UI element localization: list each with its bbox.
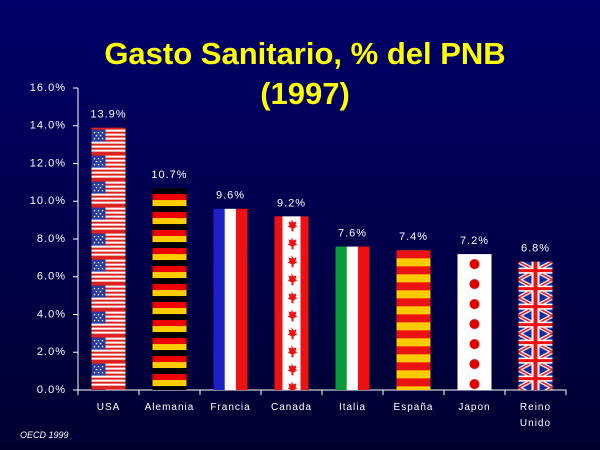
- y-tick-label: 10.0%: [30, 195, 66, 207]
- value-label: 10.7%: [151, 169, 187, 181]
- bar: [91, 127, 126, 390]
- x-tick-label: Francia: [210, 402, 251, 413]
- y-tick-label: 6.0%: [37, 271, 66, 283]
- bar: [396, 250, 431, 390]
- value-label: 6.8%: [521, 243, 550, 255]
- y-tick-label: 0.0%: [37, 384, 66, 396]
- y-tick-label: 4.0%: [37, 308, 66, 320]
- y-tick-label: 2.0%: [37, 346, 66, 358]
- y-tick-label: 14.0%: [30, 120, 66, 132]
- x-tick-label: USA: [96, 402, 121, 413]
- x-tick-label: Canada: [270, 402, 313, 413]
- x-tick-label: Alemania: [144, 402, 195, 413]
- value-label: 7.6%: [338, 227, 367, 239]
- y-tick-label: 8.0%: [37, 233, 66, 245]
- value-label: 7.2%: [460, 235, 489, 247]
- bar: [335, 246, 370, 390]
- bar: [213, 208, 248, 390]
- x-tick-label: Japon: [458, 402, 491, 413]
- y-tick-label: 12.0%: [30, 157, 66, 169]
- value-label: 7.4%: [399, 231, 428, 243]
- bar: [457, 254, 492, 390]
- bar: [152, 188, 187, 390]
- y-tick-label: 16.0%: [30, 82, 66, 94]
- chart-title: (1997): [260, 76, 350, 111]
- x-tick-label: Italia: [338, 402, 367, 413]
- value-label: 13.9%: [90, 109, 126, 121]
- value-label: 9.6%: [216, 190, 245, 202]
- bar: [274, 216, 309, 390]
- x-tick-label: Reino Unido: [519, 402, 552, 429]
- source-note: OECD 1999: [20, 430, 69, 440]
- bar: [518, 261, 553, 390]
- value-label: 9.2%: [277, 197, 306, 209]
- x-tick-label: España: [393, 402, 434, 413]
- chart-title: Gasto Sanitario, % del PNB: [104, 36, 505, 71]
